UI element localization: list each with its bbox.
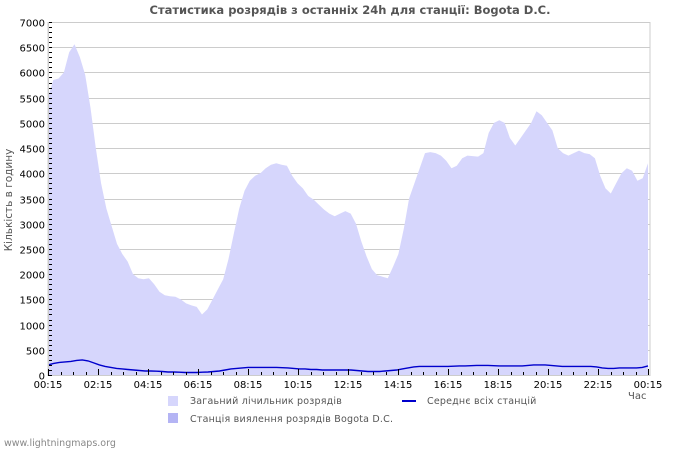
x-axis-title: Час xyxy=(628,391,647,402)
y-tick-label: 6000 xyxy=(20,69,45,80)
legend-swatch-average xyxy=(402,400,416,402)
y-tick-label: 3000 xyxy=(20,221,45,232)
x-tick-label: 04:15 xyxy=(134,380,163,391)
y-tick-label: 3500 xyxy=(20,196,45,207)
legend-swatch-station xyxy=(168,413,178,423)
x-tick-label: 00:15 xyxy=(34,380,63,391)
x-tick-label: 10:15 xyxy=(284,380,313,391)
legend-label-total: Загаьний лічильник розрядів xyxy=(190,396,343,407)
legend-label-average: Середнє всіх станцій xyxy=(427,396,537,407)
x-tick-label: 16:15 xyxy=(434,380,463,391)
y-tick-label: 4500 xyxy=(20,145,45,156)
y-tick-label: 0 xyxy=(39,372,45,383)
y-axis: 0 500 1000 1500 2000 2500 3000 3500 4000 4500 5000… xyxy=(20,19,52,383)
y-tick-label: 1500 xyxy=(20,296,45,307)
footer-link[interactable]: www.lightningmaps.org xyxy=(4,438,116,449)
x-tick-label: 20:15 xyxy=(534,380,563,391)
chart-title: Статистика розрядів з останніх 24h для с… xyxy=(149,3,551,17)
y-tick-label: 500 xyxy=(26,347,45,358)
y-tick-label: 2500 xyxy=(20,246,45,257)
x-tick-label: 14:15 xyxy=(384,380,413,391)
total-strikes-area xyxy=(48,44,648,375)
y-tick-label: 7000 xyxy=(20,19,45,30)
y-axis-title: Кількість в годину xyxy=(3,149,15,252)
legend-label-station: Станція виялення розрядів Bogota D.C. xyxy=(190,414,394,425)
x-tick-label: 02:15 xyxy=(84,380,113,391)
x-tick-label: 00:15 xyxy=(634,380,663,391)
x-tick-label: 22:15 xyxy=(584,380,613,391)
y-tick-label: 6500 xyxy=(20,44,45,55)
x-tick-label: 12:15 xyxy=(334,380,363,391)
x-tick-label: 08:15 xyxy=(234,380,263,391)
y-tick-label: 5500 xyxy=(20,95,45,106)
y-tick-label: 1000 xyxy=(20,322,45,333)
x-axis: 00:15 02:15 04:15 06:15 08:15 10:15 12:15 14:15… xyxy=(34,369,663,391)
y-tick-label: 2000 xyxy=(20,271,45,282)
y-tick-label: 5000 xyxy=(20,120,45,131)
chart-canvas: 0 500 1000 1500 2000 2500 3000 3500 4000 4500 5000… xyxy=(3,19,663,392)
x-tick-label: 06:15 xyxy=(184,380,213,391)
x-tick-label: 18:15 xyxy=(484,380,513,391)
y-tick-label: 4000 xyxy=(20,170,45,181)
legend-swatch-total xyxy=(168,396,178,406)
